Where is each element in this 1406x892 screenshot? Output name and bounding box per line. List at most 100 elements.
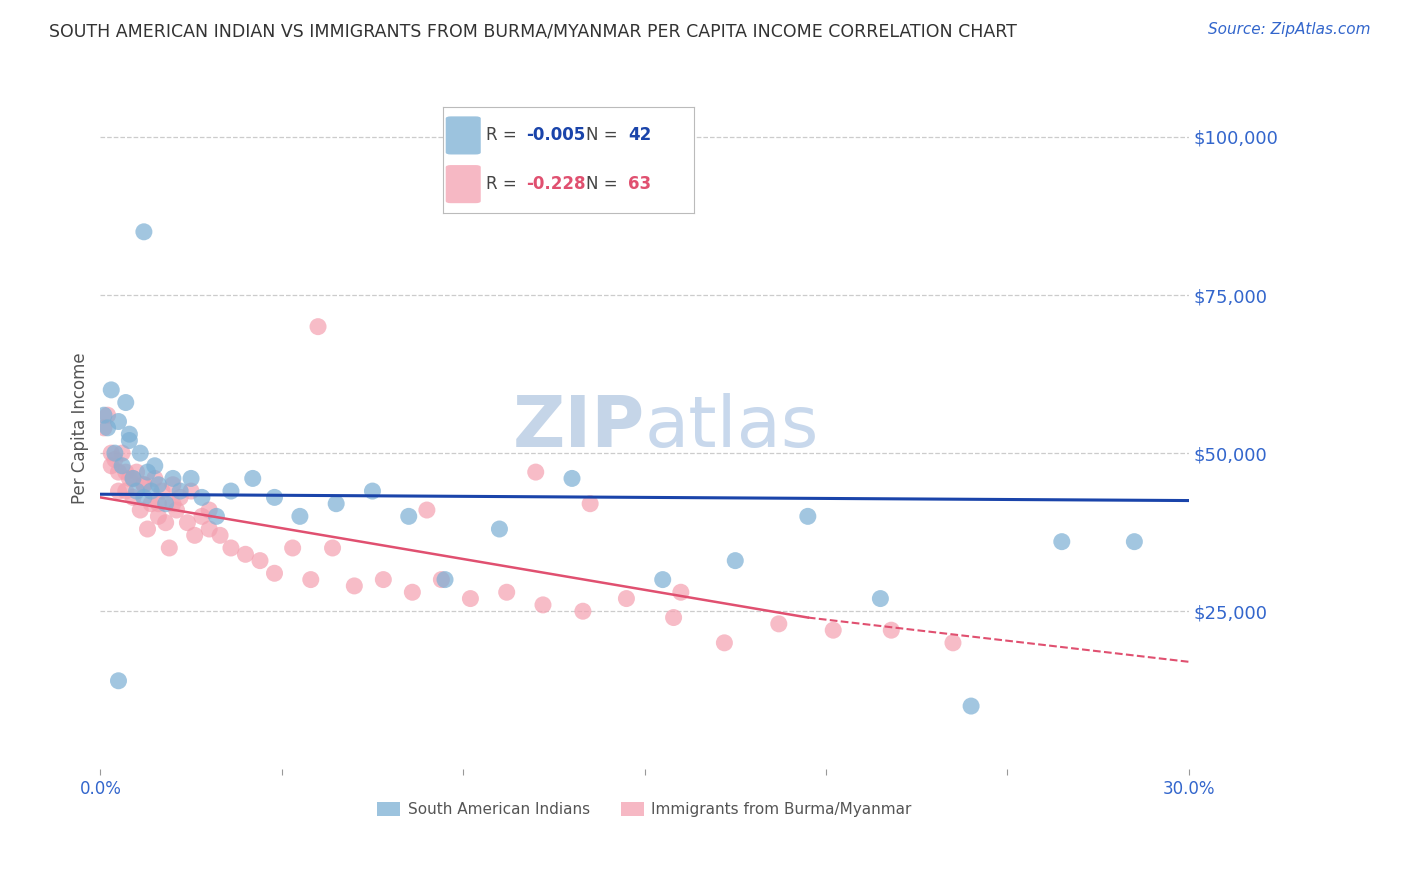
Point (579, 497, 602, 511)
Point (373, 573, 395, 587)
Point (880, 623, 903, 637)
Point (531, 598, 554, 612)
Point (114, 465, 136, 479)
Point (430, 573, 453, 587)
Point (155, 516, 177, 530)
Point (97, 421, 120, 435)
Point (169, 491, 191, 505)
Point (143, 458, 166, 473)
Text: atlas: atlas (644, 393, 818, 462)
Point (129, 503, 152, 517)
Point (129, 446, 152, 460)
Point (572, 604, 595, 618)
Point (1123, 534, 1146, 549)
Point (401, 585, 423, 599)
Point (97, 408, 120, 422)
Point (132, 477, 155, 491)
Point (176, 516, 198, 530)
Point (942, 636, 965, 650)
Text: SOUTH AMERICAN INDIAN VS IMMIGRANTS FROM BURMA/MYANMAR PER CAPITA INCOME CORRELA: SOUTH AMERICAN INDIAN VS IMMIGRANTS FROM… (49, 22, 1017, 40)
Point (148, 497, 170, 511)
Point (495, 585, 517, 599)
Text: Source: ZipAtlas.com: Source: ZipAtlas.com (1208, 22, 1371, 37)
Point (180, 484, 202, 499)
Point (148, 477, 170, 491)
Point (162, 471, 184, 485)
Point (416, 503, 439, 517)
Point (107, 465, 129, 479)
Text: ZIP: ZIP (512, 393, 644, 462)
Point (281, 541, 304, 555)
Point (322, 541, 344, 555)
Point (434, 573, 457, 587)
Point (150, 484, 173, 499)
Point (724, 554, 747, 568)
Point (325, 497, 347, 511)
Point (162, 477, 184, 491)
Point (616, 591, 638, 606)
Point (205, 509, 228, 524)
Point (524, 465, 547, 479)
Point (125, 465, 148, 479)
Point (162, 497, 184, 511)
Point (155, 497, 177, 511)
Y-axis label: Per Capita Income: Per Capita Income (72, 352, 89, 504)
Point (122, 471, 145, 485)
Point (132, 225, 155, 239)
Point (136, 522, 159, 536)
Point (111, 446, 134, 460)
Point (143, 471, 166, 485)
Point (136, 465, 159, 479)
Point (343, 579, 366, 593)
Point (398, 509, 420, 524)
Point (111, 458, 134, 473)
Point (107, 673, 129, 688)
Point (169, 484, 191, 499)
Point (122, 471, 145, 485)
Point (823, 623, 845, 637)
Point (157, 541, 180, 555)
Point (118, 434, 141, 448)
Point (361, 484, 384, 499)
Point (219, 484, 242, 499)
Point (107, 484, 129, 499)
Point (132, 477, 155, 491)
Point (242, 471, 264, 485)
Point (249, 554, 271, 568)
Point (797, 509, 820, 524)
Point (219, 541, 242, 555)
Point (263, 566, 285, 581)
Point (488, 522, 510, 536)
Point (104, 452, 127, 467)
Point (114, 395, 136, 409)
Point (114, 484, 136, 499)
Point (107, 415, 129, 429)
Point (118, 427, 141, 442)
Point (100, 458, 122, 473)
Point (148, 509, 170, 524)
Point (100, 446, 122, 460)
Point (139, 497, 162, 511)
Point (561, 471, 583, 485)
Point (960, 699, 983, 714)
Point (191, 509, 214, 524)
Point (662, 610, 685, 624)
Point (139, 484, 162, 499)
Point (191, 491, 214, 505)
Point (288, 509, 311, 524)
Point (235, 547, 257, 561)
Point (299, 573, 322, 587)
Point (263, 491, 285, 505)
Point (198, 503, 221, 517)
Point (104, 446, 127, 460)
Point (669, 585, 692, 599)
Point (100, 383, 122, 397)
Point (651, 573, 673, 587)
Legend: South American Indians, Immigrants from Burma/Myanmar: South American Indians, Immigrants from … (371, 796, 918, 823)
Point (93, 408, 115, 422)
Point (198, 522, 221, 536)
Point (118, 471, 141, 485)
Point (125, 484, 148, 499)
Point (183, 528, 205, 542)
Point (122, 491, 145, 505)
